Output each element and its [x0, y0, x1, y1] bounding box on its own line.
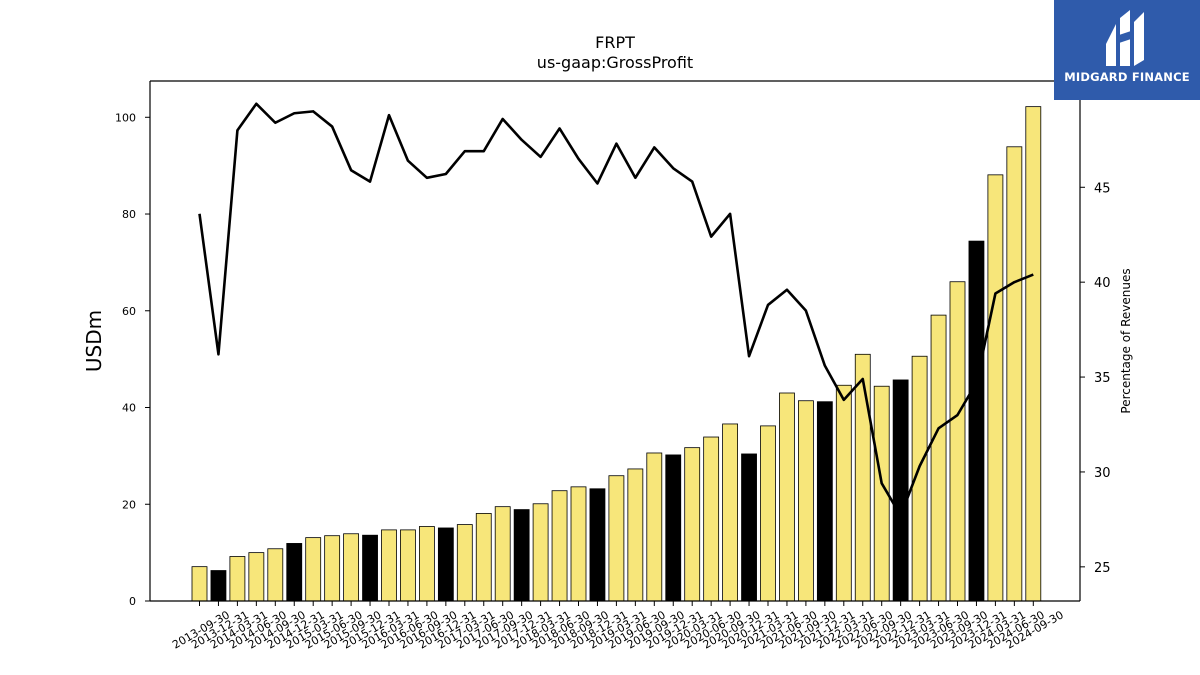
- y2-tick-label-45: 45: [1094, 181, 1111, 196]
- y-axis-label: USDm: [82, 310, 106, 372]
- bar-2024-03-31: [987, 174, 1004, 602]
- bar-2017-03-31: [456, 524, 473, 602]
- bar-2015-03-31: [305, 537, 322, 602]
- y2-axis-label: Percentage of Revenues: [1119, 268, 1133, 413]
- bar-2014-12-31: [286, 543, 303, 602]
- brand-name: MIDGARD FINANCE: [1064, 70, 1190, 84]
- margin-line-layer: [198, 102, 1034, 517]
- bar-2016-09-30: [418, 526, 435, 602]
- y-tick-label-40: 40: [122, 402, 136, 415]
- bar-2024-09-30: [1025, 106, 1042, 602]
- bar-2020-06-30: [703, 436, 720, 602]
- bar-2016-12-31: [437, 527, 454, 602]
- chart-subtitle: us-gaap:GrossProfit: [537, 53, 693, 72]
- bar-2016-03-31: [381, 529, 397, 602]
- y2-tick-label-25: 25: [1094, 561, 1111, 576]
- bar-2015-12-31: [362, 534, 378, 602]
- y2-tick-label-35: 35: [1094, 371, 1111, 386]
- bar-2024-06-30: [1006, 146, 1023, 602]
- bar-2015-06-30: [324, 535, 341, 602]
- bar-2023-12-31: [968, 240, 985, 602]
- bar-2019-03-31: [608, 475, 625, 602]
- logo-mark-icon: [1106, 10, 1144, 66]
- bar-2017-12-31: [513, 509, 530, 602]
- bar-2017-06-30: [475, 513, 492, 602]
- y2-tick-label-30: 30: [1094, 466, 1111, 481]
- y-tick-label-80: 80: [122, 208, 136, 221]
- bar-2021-06-30: [779, 392, 795, 602]
- bar-2014-06-30: [248, 552, 265, 602]
- y2-tick-label-40: 40: [1094, 276, 1111, 291]
- bar-2016-06-30: [400, 529, 416, 602]
- bar-2019-06-30: [627, 468, 644, 602]
- bar-2020-12-31: [741, 453, 757, 602]
- bar-2022-12-31: [892, 379, 909, 602]
- bar-2021-12-31: [816, 401, 833, 602]
- bar-2014-03-31: [229, 556, 246, 602]
- bar-2023-06-30: [930, 314, 947, 602]
- bar-2021-03-31: [760, 425, 776, 602]
- bar-2018-09-30: [570, 486, 587, 602]
- bar-2021-09-30: [798, 400, 814, 602]
- y-tick-label-100: 100: [115, 111, 136, 124]
- bar-2017-09-30: [494, 506, 511, 602]
- bar-2019-09-30: [646, 452, 663, 602]
- bar-2019-12-31: [665, 454, 682, 602]
- bar-2013-12-31: [210, 570, 227, 602]
- bar-2013-09-30: [191, 566, 208, 602]
- bar-2022-03-31: [835, 384, 852, 602]
- bar-2022-06-30: [854, 353, 871, 602]
- bar-2015-09-30: [343, 533, 360, 602]
- bar-2014-09-30: [267, 548, 284, 602]
- bar-2020-03-31: [684, 447, 701, 602]
- bar-2020-09-30: [722, 423, 738, 602]
- y-tick-label-0: 0: [129, 595, 136, 608]
- bars-layer: [191, 106, 1042, 602]
- bar-2018-03-31: [532, 503, 549, 602]
- y-tick-label-20: 20: [122, 498, 136, 511]
- midgard-finance-logo: MIDGARD FINANCE: [1054, 0, 1200, 100]
- bar-2023-09-30: [949, 281, 966, 602]
- y-tick-label-60: 60: [122, 305, 136, 318]
- chart-title: FRPT: [595, 33, 635, 52]
- bar-2018-12-31: [589, 488, 606, 602]
- bar-2018-06-30: [551, 490, 568, 602]
